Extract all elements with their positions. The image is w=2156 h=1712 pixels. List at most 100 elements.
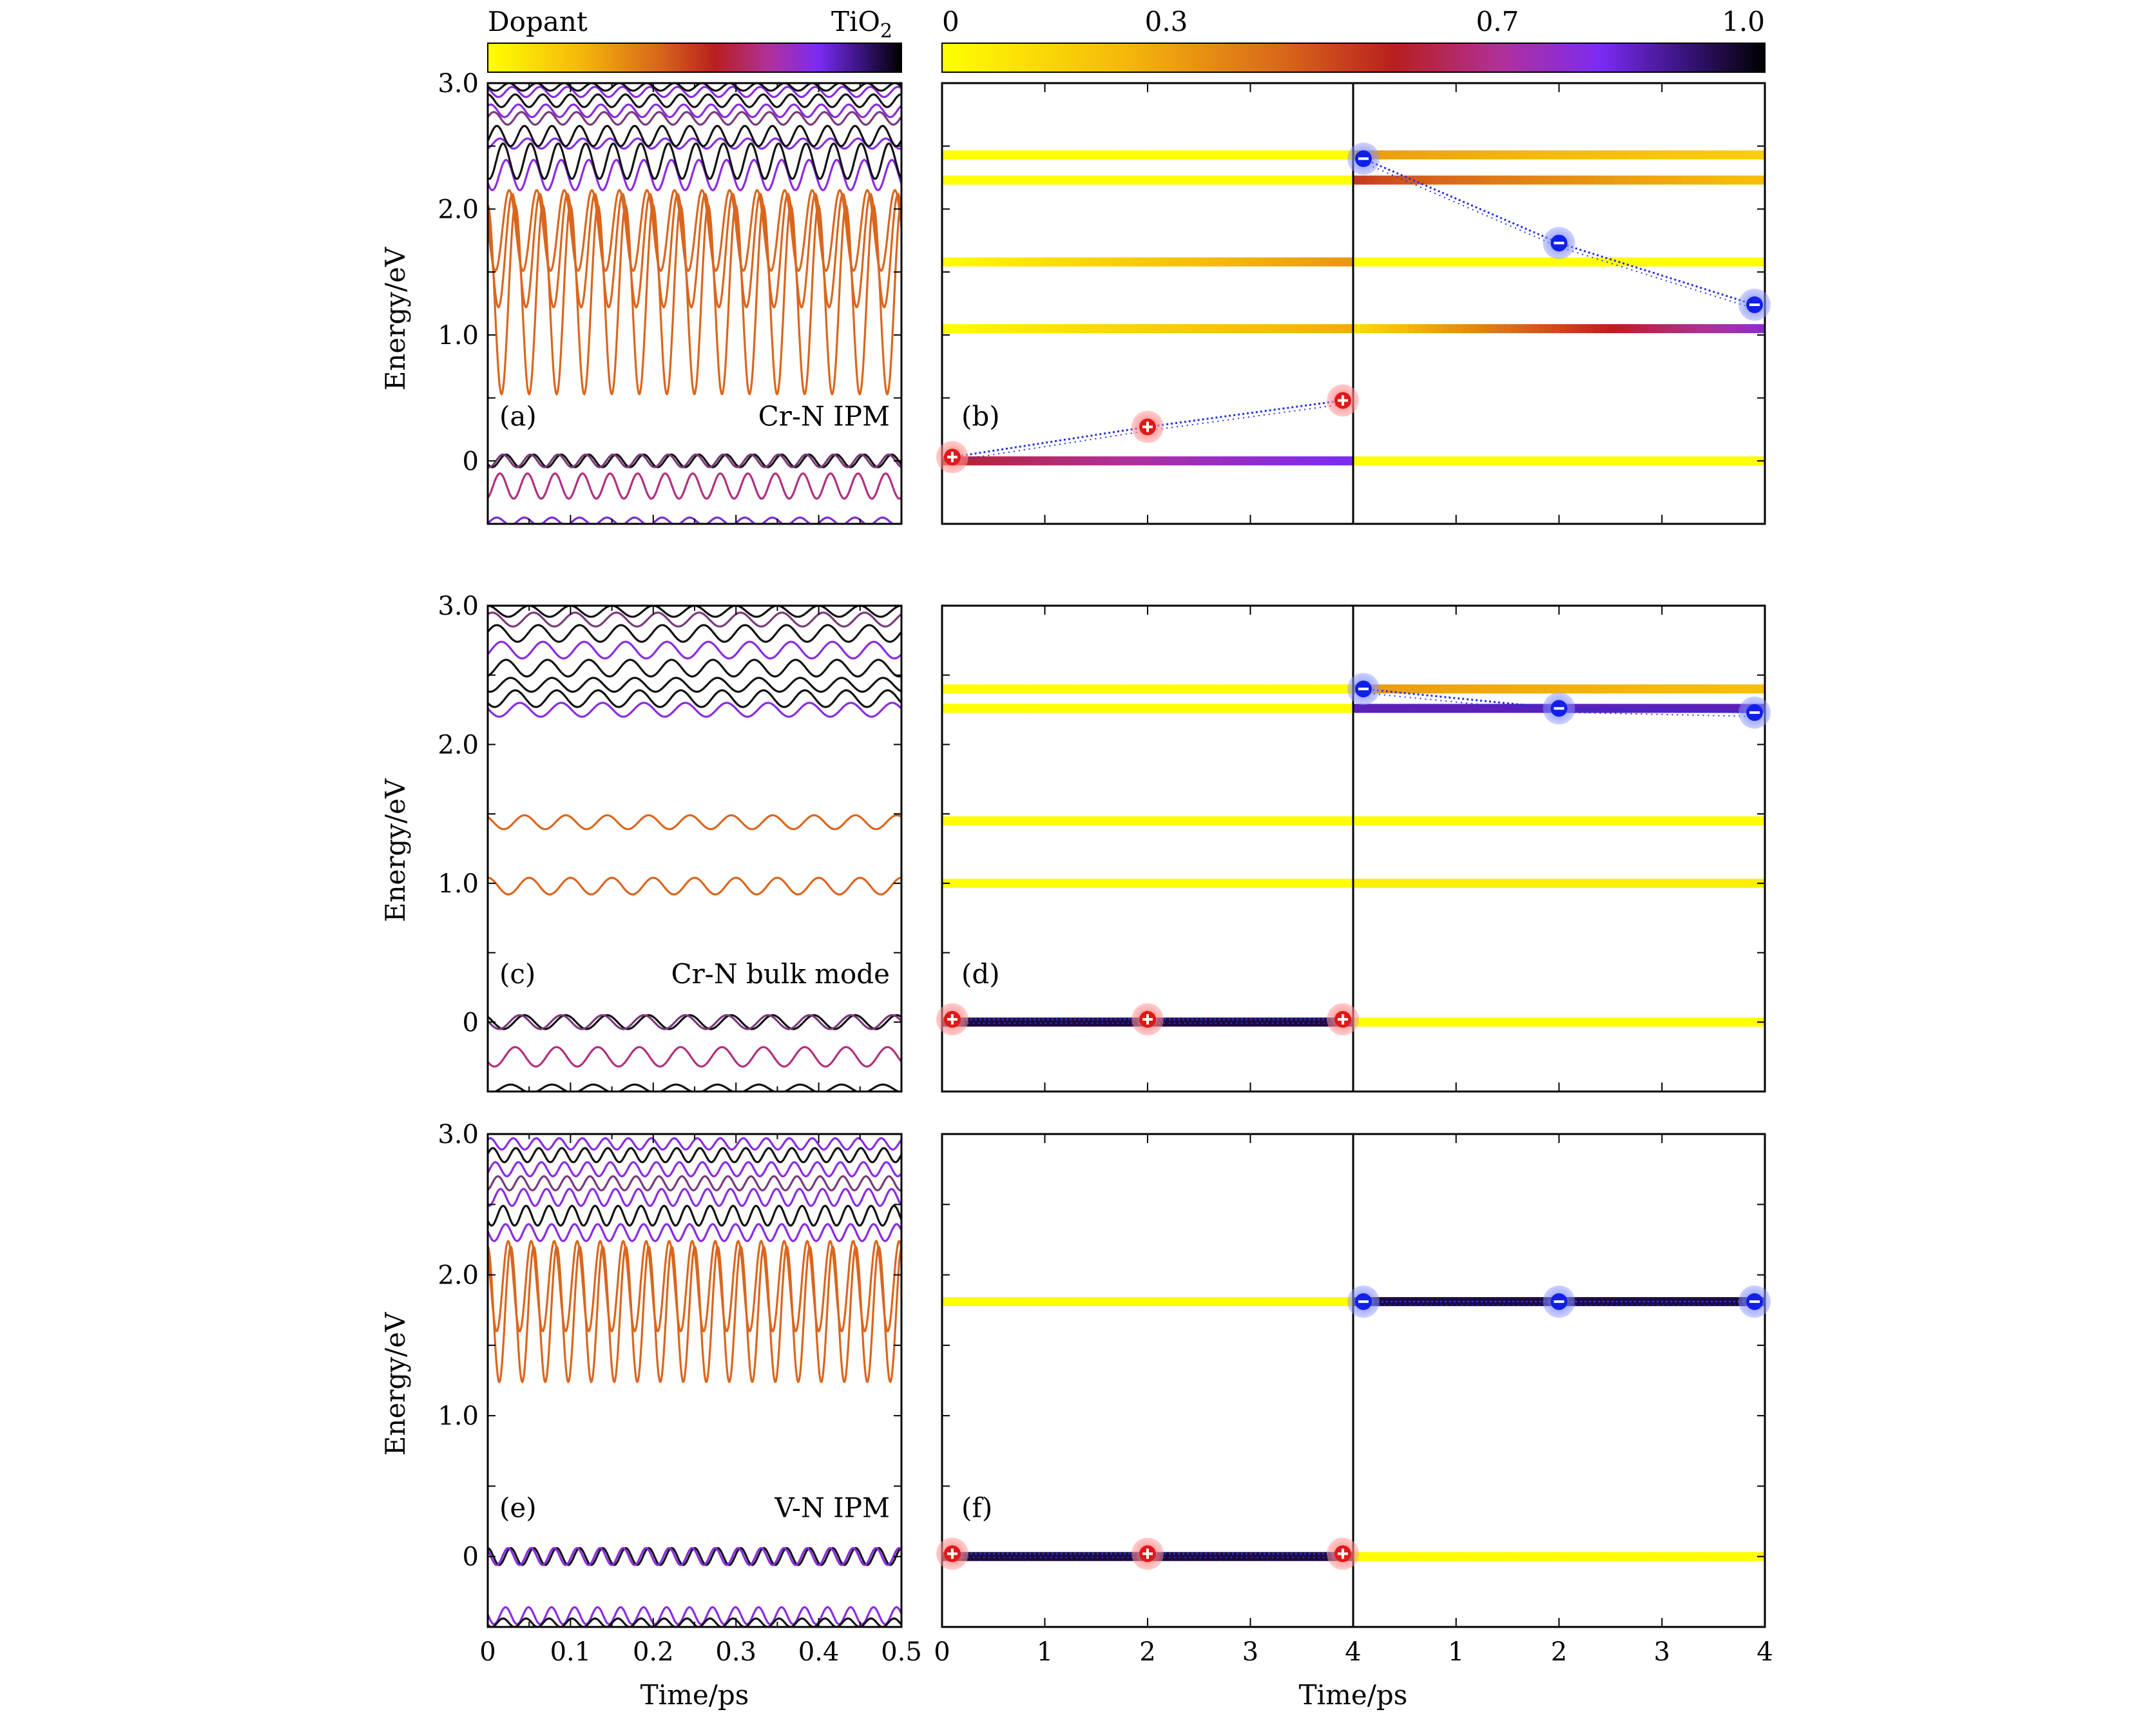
panel-d-level-segment — [1675, 704, 1683, 713]
panel-b-level-segment — [1456, 456, 1464, 466]
ylabel-top: Energy/eV — [380, 247, 411, 390]
panel-b-level-segment — [1188, 257, 1197, 267]
panel-b-level-segment — [1202, 324, 1210, 334]
panel-f-level-segment — [1318, 1297, 1327, 1307]
panel-b-level-segment — [1394, 324, 1402, 334]
panel-f-level-segment — [956, 1297, 963, 1307]
panel-b-level-segment — [1552, 324, 1560, 334]
panel-b-level-segment — [1250, 456, 1258, 466]
panel-d-level-segment — [1312, 684, 1320, 694]
panel-d-level-segment — [1072, 878, 1080, 888]
panel-f-level-segment — [1662, 1297, 1670, 1307]
panel-e-series-group — [488, 1137, 901, 1627]
panel-d-level-segment — [1037, 1017, 1046, 1027]
panel-f-level-segment — [1682, 1297, 1690, 1307]
panel-d-level-segment — [1751, 816, 1759, 825]
panel-f-level-segment — [1675, 1552, 1683, 1561]
panel-d-level-segment — [1476, 1017, 1485, 1027]
panel-b-level-segment — [1696, 175, 1704, 185]
panel-d-level-segment — [1408, 684, 1416, 694]
panel-b-level-segment — [1182, 257, 1189, 267]
panel-b-level-segment — [1222, 150, 1231, 160]
panel-b-level-segment — [1333, 324, 1340, 334]
panel-d-level-segment — [1182, 704, 1189, 713]
panel-b-level-segment — [1141, 150, 1148, 160]
panel-b-level-segment — [1387, 150, 1395, 160]
panel-f-level-segment — [1566, 1552, 1574, 1561]
panel-f-level-segment — [1168, 1297, 1176, 1307]
panel-d-level-segment — [1689, 878, 1697, 888]
panel-b-level-segment — [1517, 257, 1526, 267]
panel-d-level-segment — [997, 684, 1005, 694]
panel-d-level-segment — [1442, 878, 1450, 888]
panel-d-level-segment — [1373, 816, 1381, 825]
panel-b-level-segment — [1154, 175, 1162, 185]
panel-d-level-segment — [1682, 684, 1690, 694]
panel-c-series-line — [488, 640, 901, 660]
panel-d-level-segment — [1504, 704, 1512, 713]
panel-d-level-segment — [1120, 704, 1128, 713]
panel-f-level-segment — [1250, 1297, 1258, 1307]
panel-b-level-segment — [1593, 175, 1601, 185]
panel-d: (d) — [936, 604, 1771, 1093]
panel-b-level-segment — [1470, 456, 1477, 466]
panel-d-level-segment — [1668, 816, 1677, 825]
panel-f-level-segment — [1106, 1552, 1114, 1561]
panel-a: 0 1.0 2.0 3.0 (a) Cr-N IPM — [438, 69, 903, 525]
panel-d-level-segment — [1141, 704, 1148, 713]
panel-d-level-segment — [1058, 816, 1066, 825]
panel-b-hole-plus-icon — [1142, 421, 1153, 432]
panel-b-level-segment — [1490, 175, 1498, 185]
panel-b-level-segment — [1593, 324, 1601, 334]
panel-d-level-segment — [1613, 684, 1622, 694]
panel-b-level-segment — [1662, 456, 1670, 466]
panel-f-level-segment — [1724, 1552, 1731, 1561]
panel-b-level-segment — [1031, 150, 1039, 160]
panel-b-level-segment — [1456, 150, 1464, 160]
panel-b-level-segment — [1017, 150, 1025, 160]
panel-b-level-segment — [976, 150, 984, 160]
panel-b-level-segment — [1607, 324, 1615, 334]
panel-d-level-segment — [1099, 1017, 1107, 1027]
panel-b-level-segment — [1634, 324, 1642, 334]
panel-b-level-segment — [1058, 324, 1066, 334]
panel-b-level-segment — [1730, 257, 1738, 267]
panel-d-level-segment — [1161, 878, 1169, 888]
panel-d-level-segment — [1737, 684, 1745, 694]
panel-b-level-segment — [1758, 150, 1766, 160]
panel-c: 0 1.0 2.0 3.0 (c) Cr-N bulk mode — [438, 592, 903, 1093]
panel-b-level-segment — [1401, 150, 1409, 160]
panel-d-level-segment — [1429, 878, 1436, 888]
panel-d-level-segment — [1141, 684, 1148, 694]
panel-f-level-segment — [1490, 1297, 1498, 1307]
panel-b-level-segment — [1271, 456, 1278, 466]
panel-b-level-segment — [1182, 150, 1189, 160]
panel-b-level-segment — [1607, 257, 1615, 267]
panel-f-level-segment — [1182, 1552, 1189, 1561]
panel-c-series-line — [492, 1083, 901, 1092]
panel-d-level-segment — [1387, 816, 1395, 825]
panel-d-level-segment — [1525, 704, 1532, 713]
panel-d-level-segment — [976, 1017, 984, 1027]
panel-d-level-segment — [1517, 878, 1526, 888]
panel-a-series-line — [488, 86, 901, 99]
panel-b-level-segment — [1449, 324, 1457, 334]
panel-d-level-segment — [1312, 878, 1320, 888]
panel-b-level-segment — [1442, 150, 1450, 160]
panel-b-level-segment — [1531, 150, 1539, 160]
panel-b-level-segment — [1291, 150, 1299, 160]
panel-b-level-segment — [1476, 175, 1485, 185]
panel-b-level-segment — [1682, 175, 1690, 185]
panel-d-level-segment — [1470, 816, 1477, 825]
panel-d-level-segment — [1586, 704, 1594, 713]
panel-b-level-segment — [1120, 324, 1128, 334]
panel-d-level-segment — [1621, 878, 1628, 888]
panel-d-level-segment — [1010, 878, 1018, 888]
panel-d-level-segment — [1476, 684, 1485, 694]
panel-d-level-segment — [1586, 878, 1594, 888]
panel-d-level-segment — [1044, 704, 1052, 713]
panel-d-level-segment — [1510, 878, 1519, 888]
panel-d-level-segment — [1127, 878, 1135, 888]
panel-b-level-segment — [983, 456, 991, 466]
panel-d-level-segment — [1229, 684, 1238, 694]
